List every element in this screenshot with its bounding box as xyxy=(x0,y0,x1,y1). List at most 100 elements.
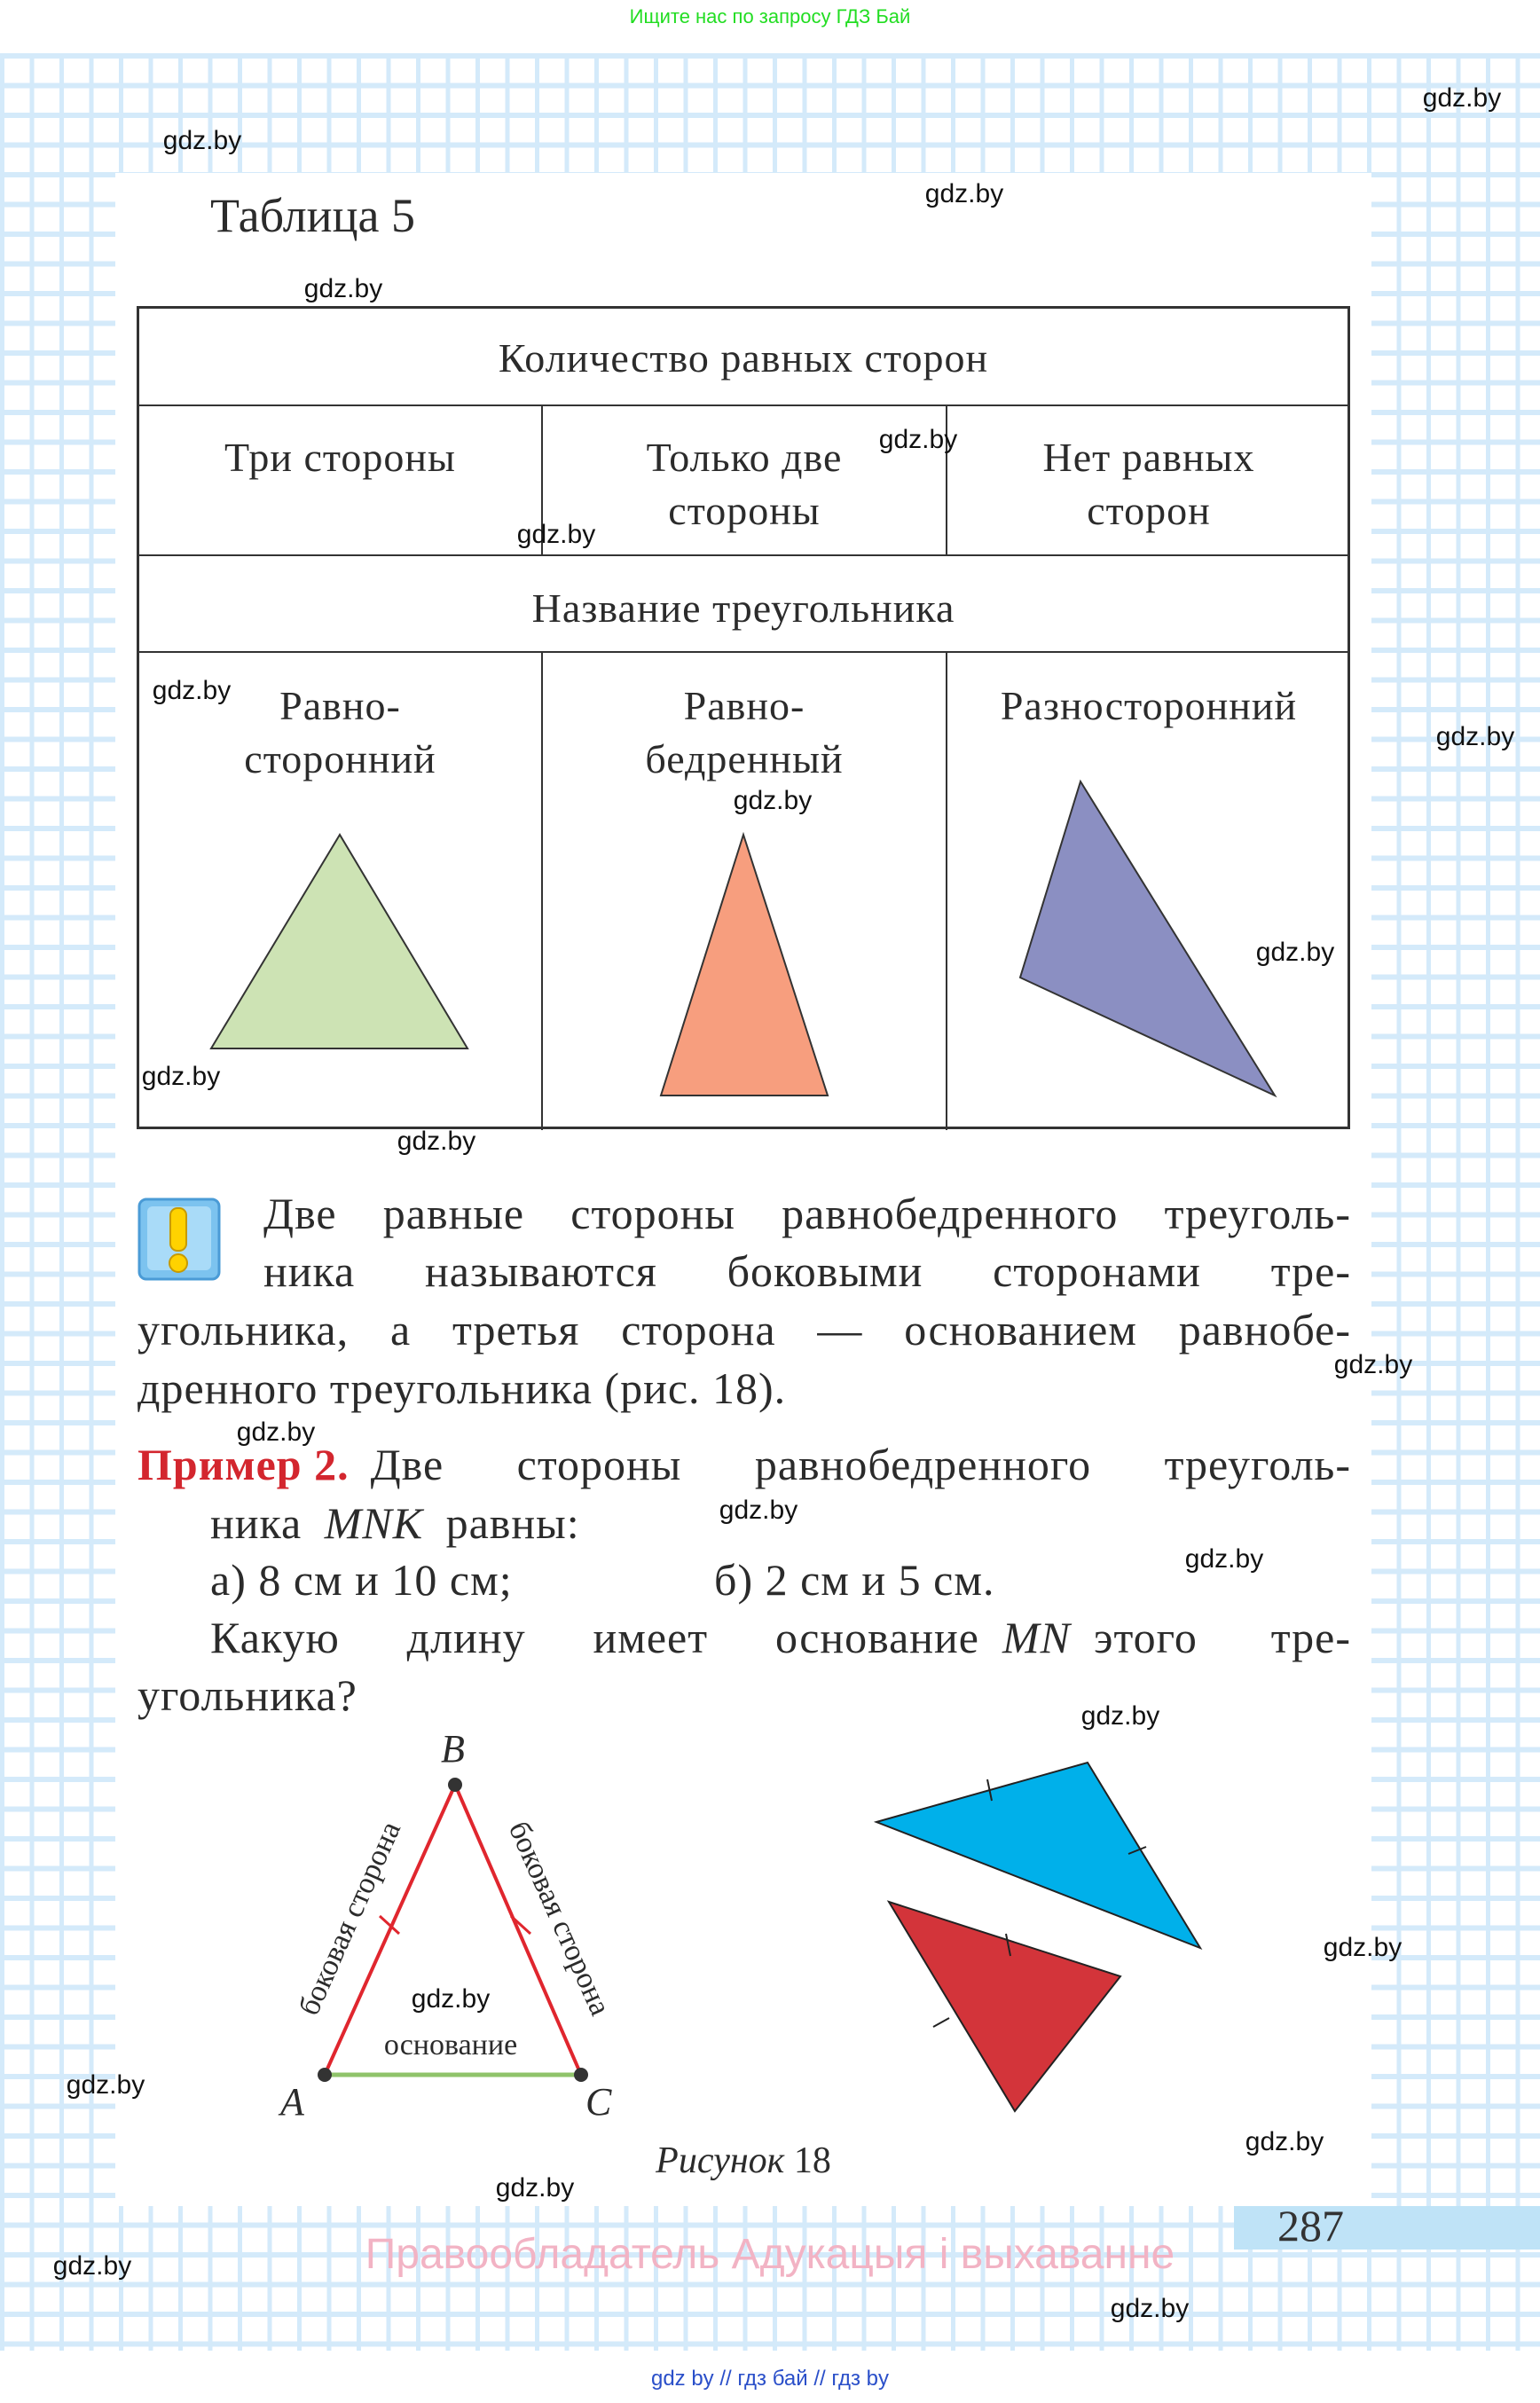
vertex-label-b: B xyxy=(441,1727,465,1771)
vertex-point xyxy=(574,2068,588,2082)
cell-text: Нет равных xyxy=(1042,435,1255,480)
cell-three-sides: Три стороны xyxy=(139,431,541,484)
caption-word: Рисунок xyxy=(656,2140,785,2181)
table-title: Таблица 5 xyxy=(210,189,415,242)
question-line: угольника? xyxy=(138,1670,358,1720)
note-line: угольника, а третья сторона — основанием… xyxy=(138,1305,1351,1355)
note-line: Две равные стороны равнобедренного треуг… xyxy=(263,1189,1351,1238)
watermark: gdz.by xyxy=(397,1127,476,1156)
option-a: а) 8 см и 10 см; xyxy=(210,1555,513,1605)
watermark: gdz.by xyxy=(1323,1933,1402,1962)
watermark: gdz.by xyxy=(1255,938,1335,967)
equilateral-triangle xyxy=(209,833,469,1049)
tick-mark xyxy=(932,2017,950,2028)
divider xyxy=(139,651,1348,653)
side-ab xyxy=(323,1784,457,2076)
tick-mark xyxy=(986,1779,993,1802)
example-line: Пример 2. Две стороны равнобедренного тр… xyxy=(138,1442,1351,1487)
tick-mark xyxy=(378,1914,401,1936)
page-number-bar xyxy=(1234,2206,1540,2250)
watermark: gdz.by xyxy=(733,786,813,815)
cell-two-sides: Только две стороны xyxy=(543,431,946,538)
textbook-page xyxy=(115,173,1371,2206)
vertex-label-a: A xyxy=(280,2080,304,2124)
divider xyxy=(946,404,947,555)
watermark: gdz.by xyxy=(1110,2294,1190,2323)
tick-mark xyxy=(1005,1933,1011,1957)
watermark: gdz.by xyxy=(66,2070,145,2100)
watermark: gdz.by xyxy=(1333,1350,1413,1379)
watermark: gdz.by xyxy=(495,2173,575,2203)
copyright-watermark: Правообладатель Адукацыя і выхаванне xyxy=(365,2231,1175,2278)
side-bc xyxy=(453,1784,583,2076)
note-line: ника называются боковыми сторонами тре- xyxy=(263,1246,1351,1296)
page-number: 287 xyxy=(1277,2201,1344,2250)
option-b: б) 2 см и 5 см. xyxy=(714,1555,995,1605)
watermark: gdz.by xyxy=(1435,722,1515,751)
cell-equilateral: Равно-сторонний xyxy=(139,679,541,786)
triangle-table: Количество равных сторон Три стороны Тол… xyxy=(137,306,1350,1130)
watermark: gdz.by xyxy=(303,274,383,303)
watermark: gdz.by xyxy=(52,2251,132,2281)
figure-caption: Рисунок 18 xyxy=(656,2142,831,2179)
divider xyxy=(541,404,543,555)
cell-text: сторон xyxy=(1087,488,1211,533)
divider xyxy=(946,651,947,1130)
watermark: gdz.by xyxy=(1422,83,1502,113)
cell-text: бедренный xyxy=(645,736,844,781)
example-line: ника MNK равны: xyxy=(210,1501,580,1545)
text: равны: xyxy=(445,1498,580,1548)
cell-scalene: Разносторонний xyxy=(947,679,1350,733)
watermark: gdz.by xyxy=(1245,2127,1324,2156)
divider xyxy=(139,554,1348,556)
scalene-triangle xyxy=(1018,779,1277,1098)
cell-text: Три стороны xyxy=(224,435,456,480)
cell-text: сторонний xyxy=(244,736,436,781)
vertex-point xyxy=(448,1778,462,1792)
blue-isosceles-triangle xyxy=(873,1761,1203,1951)
cell-text: Разносторонний xyxy=(1000,683,1298,728)
cell-no-sides: Нет равных сторон xyxy=(947,431,1350,538)
variable: MNK xyxy=(324,1498,424,1548)
watermark: gdz.by xyxy=(1184,1544,1264,1574)
watermark: gdz.by xyxy=(162,126,242,155)
header-equal-sides: Количество равных сторон xyxy=(498,335,989,381)
watermark: gdz.by xyxy=(236,1417,316,1447)
watermark: gdz.by xyxy=(141,1062,221,1091)
cell-text: Равно- xyxy=(683,683,805,728)
note-line: дренного треугольника (рис. 18). xyxy=(138,1363,787,1413)
red-isosceles-triangle xyxy=(886,1900,1122,2113)
text: Какую длину имеет основание xyxy=(210,1613,979,1662)
cell-text: Равно- xyxy=(279,683,401,728)
cell-isosceles: Равно-бедренный xyxy=(543,679,946,786)
vertex-point xyxy=(318,2068,332,2082)
text: ника xyxy=(210,1498,302,1548)
header-triangle-name: Название треугольника xyxy=(531,585,955,631)
watermark: gdz.by xyxy=(411,1984,491,2014)
search-hint: Ищите нас по запросу ГДЗ Бай xyxy=(629,5,911,27)
question-line: Какую длину имеет основание MN этого тре… xyxy=(210,1615,1351,1660)
tick-mark xyxy=(1128,1846,1147,1855)
bottom-links[interactable]: gdz by // гдз бай // гдз by xyxy=(650,2367,890,2391)
variable: MN xyxy=(1002,1613,1071,1662)
watermark: gdz.by xyxy=(516,520,596,549)
divider xyxy=(139,404,1348,406)
watermark: gdz.by xyxy=(719,1496,798,1525)
base-label: основание xyxy=(383,2029,518,2061)
example-label: Пример 2. xyxy=(138,1440,350,1489)
watermark: gdz.by xyxy=(924,179,1004,208)
watermark: gdz.by xyxy=(1080,1701,1160,1731)
watermark: gdz.by xyxy=(152,676,232,705)
text: этого тре- xyxy=(1094,1613,1351,1662)
exclamation-icon xyxy=(138,1198,221,1281)
vertex-label-c: C xyxy=(585,2080,612,2124)
divider xyxy=(541,651,543,1130)
isosceles-triangle xyxy=(659,831,829,1096)
watermark: gdz.by xyxy=(878,425,958,454)
caption-number: 18 xyxy=(793,2140,831,2181)
cell-text: стороны xyxy=(668,488,821,533)
tick-mark xyxy=(509,1914,532,1936)
cell-text: Только две xyxy=(646,435,843,480)
example-text: Две стороны равнобедренного треуголь- xyxy=(370,1440,1351,1489)
